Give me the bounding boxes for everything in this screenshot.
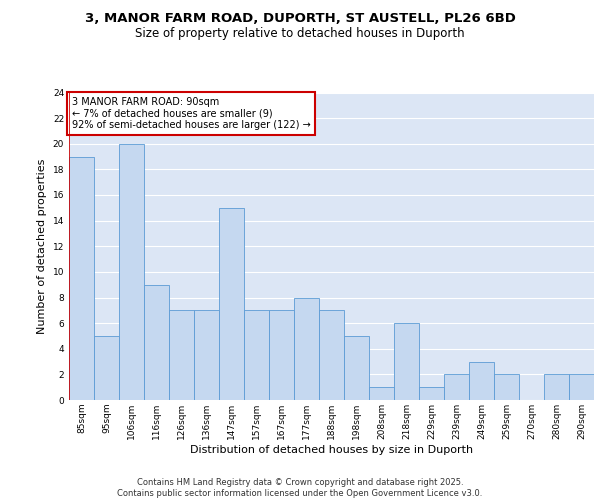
Text: Contains HM Land Registry data © Crown copyright and database right 2025.
Contai: Contains HM Land Registry data © Crown c… [118,478,482,498]
Bar [369,387,394,400]
Bar [569,374,594,400]
Bar [119,144,144,400]
Bar [144,284,169,400]
Bar [294,298,319,400]
Bar [469,362,494,400]
Bar [344,336,369,400]
Text: Size of property relative to detached houses in Duporth: Size of property relative to detached ho… [135,28,465,40]
Bar [444,374,469,400]
Bar [494,374,519,400]
Y-axis label: Number of detached properties: Number of detached properties [37,158,47,334]
Bar [94,336,119,400]
Text: 3, MANOR FARM ROAD, DUPORTH, ST AUSTELL, PL26 6BD: 3, MANOR FARM ROAD, DUPORTH, ST AUSTELL,… [85,12,515,26]
Bar [419,387,444,400]
Bar [194,310,219,400]
Text: 3 MANOR FARM ROAD: 90sqm
← 7% of detached houses are smaller (9)
92% of semi-det: 3 MANOR FARM ROAD: 90sqm ← 7% of detache… [71,97,310,130]
Bar [544,374,569,400]
Bar [244,310,269,400]
X-axis label: Distribution of detached houses by size in Duporth: Distribution of detached houses by size … [190,444,473,454]
Bar [269,310,294,400]
Bar [69,156,94,400]
Bar [169,310,194,400]
Bar [319,310,344,400]
Bar [394,323,419,400]
Bar [219,208,244,400]
